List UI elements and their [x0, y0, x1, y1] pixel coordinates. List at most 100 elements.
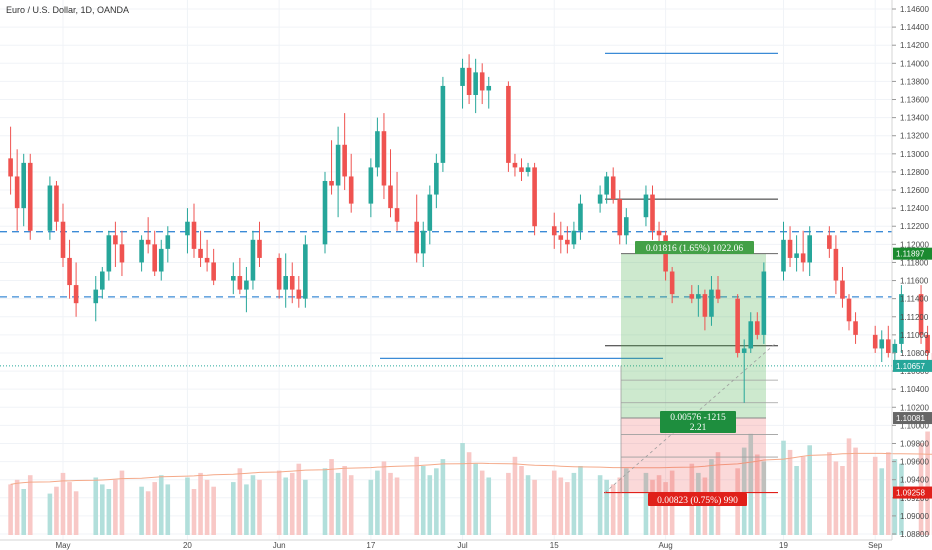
time-tick-label: 15 [550, 541, 559, 550]
volume-bar [211, 486, 216, 535]
time-axis[interactable]: May20Jun17Jul15Aug19Sep16Oct15Nov18 [55, 541, 932, 550]
candle-up [794, 253, 799, 258]
candle-down [8, 158, 13, 177]
candle-up [571, 230, 577, 245]
price-tag-bg [893, 359, 932, 372]
volume-bar [506, 472, 511, 535]
volume-bar [145, 491, 151, 535]
volume-bar [93, 477, 99, 535]
volume-bar [748, 433, 754, 535]
volume-bar [755, 454, 760, 535]
candle-down [610, 176, 616, 200]
price-tick-label: 1.11400 [900, 295, 929, 304]
volume-bar [381, 461, 387, 535]
price-axis-tags: 1.10657 1.11897 1.10081 1.09258 [893, 247, 932, 499]
volume-bar [67, 482, 72, 535]
volume-bar [879, 468, 885, 535]
candle-down [755, 321, 760, 335]
candle-down [702, 294, 708, 317]
price-tick-label: 1.10200 [900, 403, 929, 412]
volume-bar [551, 470, 557, 535]
candle-up [597, 194, 603, 204]
price-tick-label: 1.14200 [900, 41, 929, 50]
volume-bar [512, 456, 518, 535]
stats-box: 0.00576 -1215 2.21 [660, 411, 736, 433]
candle-down [414, 221, 419, 254]
candle-down [257, 239, 262, 258]
candle-down [551, 226, 557, 236]
volume-bar [781, 440, 786, 535]
target-price-tag: 1.11897 [893, 247, 932, 260]
candle-down [656, 230, 662, 236]
candle-up [486, 85, 492, 91]
volume-bar [833, 461, 839, 535]
volume-bar [610, 484, 616, 535]
price-tick-label: 1.12200 [900, 222, 929, 231]
candle-down [886, 339, 891, 353]
volume-bar [165, 484, 171, 535]
volume-bar [250, 475, 256, 535]
volume-bar [420, 466, 426, 535]
candle-down [519, 167, 524, 172]
long-position-tool[interactable] [604, 253, 778, 494]
candle-up [761, 271, 767, 335]
candle-down [506, 85, 511, 163]
volume-bar [368, 479, 374, 535]
price-tick-label: 1.11800 [900, 258, 929, 267]
volume-bar [139, 486, 144, 535]
candle-up [709, 289, 714, 317]
price-tick-label: 1.09800 [900, 439, 929, 448]
volume-bar [486, 477, 492, 535]
candle-down [669, 271, 675, 295]
candle-up [427, 194, 433, 231]
candle-down [617, 199, 623, 236]
price-tag-bg [893, 412, 932, 425]
candle-down [204, 257, 210, 263]
price-tick-label: 1.11000 [900, 331, 929, 340]
volume-bar [624, 468, 629, 535]
volume-bar [558, 477, 564, 535]
candle-down [800, 253, 806, 263]
volume-bar [158, 475, 164, 535]
candle-down [846, 298, 852, 322]
volume-bar [335, 472, 341, 535]
volume-bar [257, 479, 262, 535]
price-tick-label: 1.14400 [900, 23, 929, 32]
volume-bar [565, 482, 570, 535]
volume-bar [47, 493, 53, 535]
price-tag-label: 1.11897 [896, 250, 925, 259]
price-tag-label: 1.10081 [896, 414, 925, 423]
volume-bar [231, 482, 236, 535]
candle-down [512, 162, 518, 168]
volume-bar [106, 489, 112, 535]
volume-bar [100, 484, 105, 535]
candle-down [348, 176, 354, 204]
volume-bar [348, 475, 354, 535]
candle-down [853, 321, 858, 335]
volume-bar [185, 477, 190, 535]
candle-up [578, 203, 583, 231]
volume-bar [466, 452, 472, 535]
price-tick-label: 1.09000 [900, 512, 929, 521]
candle-up [460, 67, 465, 86]
candle-down [787, 239, 793, 258]
candle-down [918, 294, 924, 335]
candle-up [139, 239, 144, 263]
stop-price-tag: 1.09258 [893, 486, 932, 499]
candle-down [237, 276, 243, 290]
profit-zone[interactable] [621, 253, 766, 419]
volume-bar [375, 470, 380, 535]
volume-bar [54, 486, 59, 535]
volume-bar [787, 449, 793, 535]
candle-down [67, 257, 72, 286]
time-tick-label: Sep [868, 541, 883, 550]
volume-bar [460, 443, 465, 535]
volume-bar [289, 472, 295, 535]
candle-up [47, 185, 53, 231]
price-tick-label: 1.08800 [900, 530, 929, 539]
volume-bar [14, 479, 20, 535]
volume-bar [276, 470, 282, 535]
volume-bar [388, 472, 393, 535]
candle-down [145, 239, 151, 245]
